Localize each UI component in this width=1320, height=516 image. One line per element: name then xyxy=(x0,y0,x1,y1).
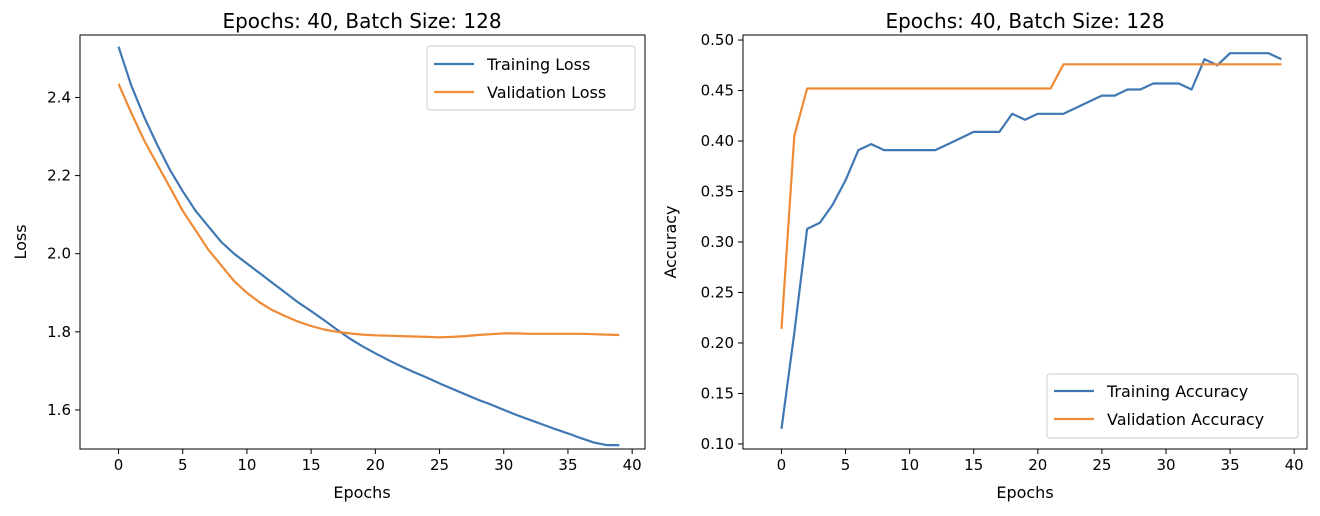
legend: Training Accuracy Validation Accuracy xyxy=(1046,373,1299,439)
x-tick-label: 5 xyxy=(178,456,188,474)
x-ticks: 0 5 10 15 20 25 30 35 40 xyxy=(114,449,642,474)
chart-title: Epochs: 40, Batch Size: 128 xyxy=(222,9,501,33)
x-tick-label: 40 xyxy=(1285,456,1304,474)
x-tick-label: 25 xyxy=(430,456,449,474)
chart-title: Epochs: 40, Batch Size: 128 xyxy=(885,9,1164,33)
legend-box xyxy=(1046,373,1299,439)
training-series-line xyxy=(117,46,620,447)
x-axis-label: Epochs xyxy=(996,483,1053,502)
series-lines xyxy=(117,46,620,447)
validation-series-line xyxy=(780,63,1282,329)
y-tick-label: 0.15 xyxy=(701,384,734,402)
legend-box xyxy=(426,45,636,111)
x-tick-label: 5 xyxy=(841,456,851,474)
legend-label-validation: Validation Loss xyxy=(487,83,606,102)
x-tick-label: 35 xyxy=(558,456,577,474)
y-tick-label: 2.4 xyxy=(47,88,71,106)
y-tick-label: 0.35 xyxy=(701,183,734,201)
y-axis-label: Loss xyxy=(11,224,30,259)
x-tick-label: 15 xyxy=(964,456,983,474)
y-tick-label: 0.30 xyxy=(701,233,734,251)
x-tick-label: 35 xyxy=(1221,456,1240,474)
x-tick-label: 0 xyxy=(777,456,787,474)
y-tick-label: 0.45 xyxy=(701,82,734,100)
y-tick-label: 2.0 xyxy=(47,245,71,263)
y-tick-label: 1.8 xyxy=(47,323,71,341)
x-tick-label: 40 xyxy=(623,456,642,474)
y-tick-label: 0.40 xyxy=(701,132,734,150)
y-tick-label: 0.10 xyxy=(701,435,734,453)
x-ticks: 0 5 10 15 20 25 30 35 40 xyxy=(777,449,1304,474)
x-tick-label: 20 xyxy=(366,456,385,474)
training-series-line xyxy=(780,52,1282,429)
loss-chart: Epochs: 40, Batch Size: 128 0 5 10 15 20 25 30… xyxy=(11,9,646,502)
y-tick-label: 1.6 xyxy=(47,401,71,419)
validation-series-line xyxy=(117,83,620,339)
legend-label-training: Training Accuracy xyxy=(1106,382,1248,401)
x-tick-label: 25 xyxy=(1092,456,1111,474)
legend: Training Loss Validation Loss xyxy=(426,45,636,111)
x-tick-label: 10 xyxy=(900,456,919,474)
accuracy-chart: Epochs: 40, Batch Size: 128 0 5 10 15 20 25 30… xyxy=(661,9,1308,502)
y-tick-label: 0.25 xyxy=(701,283,734,301)
y-axis-label: Accuracy xyxy=(661,205,680,278)
x-axis-label: Epochs xyxy=(333,483,390,502)
y-tick-label: 0.50 xyxy=(701,31,734,49)
legend-label-validation: Validation Accuracy xyxy=(1107,410,1264,429)
x-tick-label: 0 xyxy=(114,456,124,474)
y-tick-label: 2.2 xyxy=(47,167,71,185)
x-tick-label: 30 xyxy=(1156,456,1175,474)
x-tick-label: 20 xyxy=(1028,456,1047,474)
legend-label-training: Training Loss xyxy=(486,55,590,74)
x-tick-label: 15 xyxy=(302,456,321,474)
x-tick-label: 30 xyxy=(494,456,513,474)
y-ticks: 0.10 0.15 0.20 0.25 0.30 0.35 0.40 0.45 0.50 xyxy=(701,31,743,453)
y-ticks: 1.6 1.8 2.0 2.2 2.4 xyxy=(47,88,80,419)
x-tick-label: 10 xyxy=(237,456,256,474)
series-lines xyxy=(780,52,1282,429)
y-tick-label: 0.20 xyxy=(701,334,734,352)
